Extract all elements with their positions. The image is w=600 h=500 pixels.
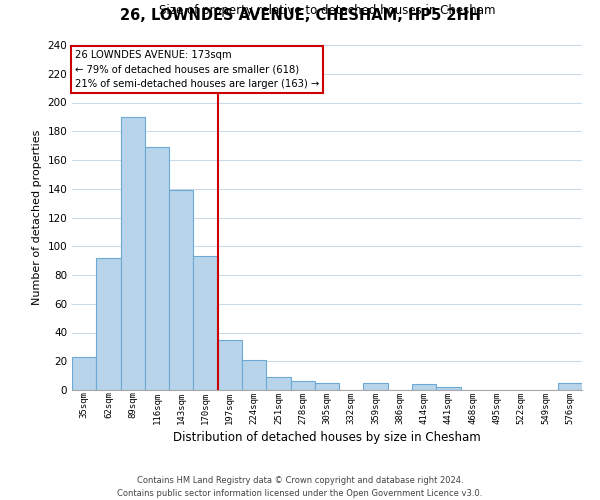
Bar [364,383,388,390]
Text: 26, LOWNDES AVENUE, CHESHAM, HP5 2HH: 26, LOWNDES AVENUE, CHESHAM, HP5 2HH [119,8,481,22]
Bar [315,383,339,390]
X-axis label: Distribution of detached houses by size in Chesham: Distribution of detached houses by size … [173,430,481,444]
Bar [193,256,218,390]
Bar [290,382,315,390]
Bar [96,258,121,390]
Bar [266,377,290,390]
Bar [242,360,266,390]
Bar [412,384,436,390]
Text: 26 LOWNDES AVENUE: 173sqm
← 79% of detached houses are smaller (618)
21% of semi: 26 LOWNDES AVENUE: 173sqm ← 79% of detac… [74,50,319,89]
Bar [72,357,96,390]
Bar [121,117,145,390]
Text: Contains HM Land Registry data © Crown copyright and database right 2024.
Contai: Contains HM Land Registry data © Crown c… [118,476,482,498]
Bar [169,190,193,390]
Bar [145,147,169,390]
Bar [436,387,461,390]
Title: Size of property relative to detached houses in Chesham: Size of property relative to detached ho… [159,4,495,18]
Y-axis label: Number of detached properties: Number of detached properties [32,130,42,305]
Bar [558,383,582,390]
Bar [218,340,242,390]
